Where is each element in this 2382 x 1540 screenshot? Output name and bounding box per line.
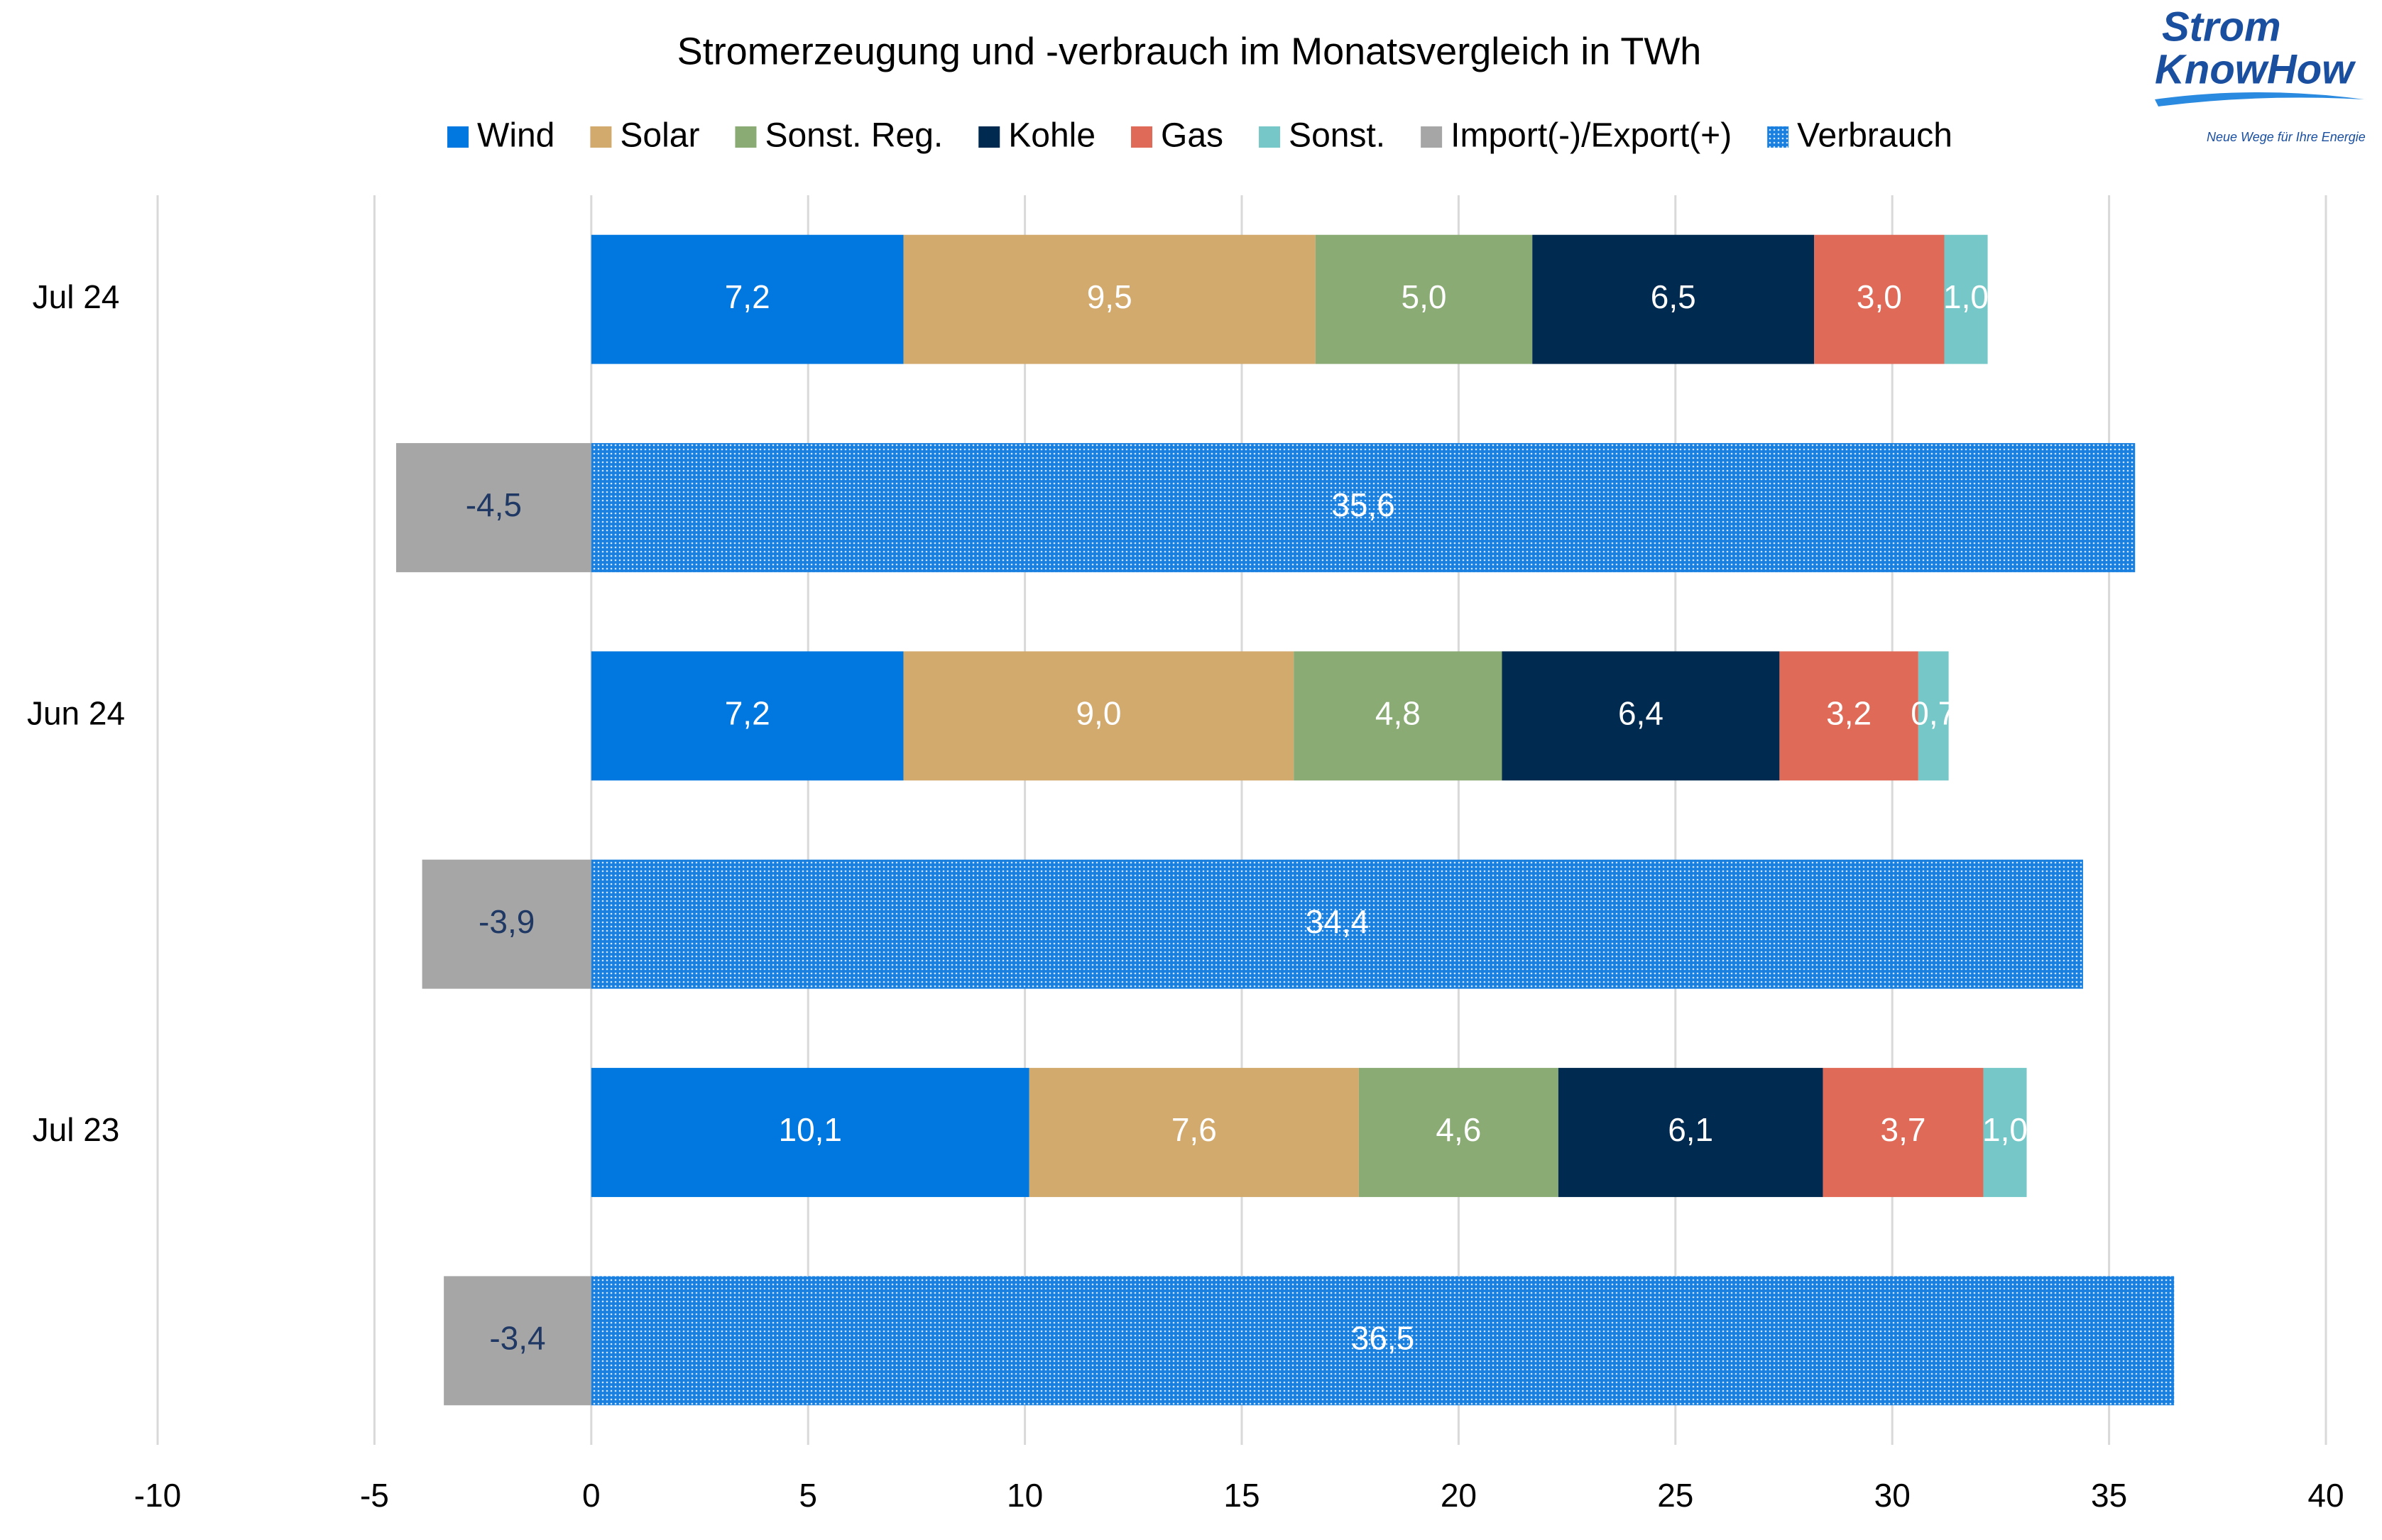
value-label: 6,4 <box>1618 694 1663 731</box>
value-label: 9,0 <box>1076 694 1121 731</box>
logo-tagline: Neue Wege für Ihre Energie <box>2207 130 2366 144</box>
bar-segment <box>1779 651 1918 781</box>
value-label: 4,6 <box>1436 1111 1481 1148</box>
legend-item: Wind <box>447 117 554 155</box>
value-label: 5,0 <box>1402 278 1447 315</box>
logo: Strom KnowHow Neue Wege für Ihre Energie <box>2155 4 2366 144</box>
logo-text: KnowHow <box>2155 46 2356 92</box>
bar-segment <box>591 443 2136 572</box>
bar-segment <box>903 651 1294 781</box>
bar-segment <box>591 1276 2175 1406</box>
bar-segment <box>1294 651 1502 781</box>
bar-segment <box>591 651 904 781</box>
value-label: 35,6 <box>1331 486 1395 523</box>
value-label: 0,7 <box>1911 694 1956 731</box>
legend-item: Verbrauch <box>1767 117 1952 155</box>
bar-segment <box>591 234 904 364</box>
value-label: 10,1 <box>778 1111 842 1148</box>
value-label: 1,0 <box>1982 1111 2028 1148</box>
x-tick-label: 30 <box>1874 1477 1911 1514</box>
bar-segment <box>1532 234 1815 364</box>
legend-label: Sonst. Reg. <box>765 117 943 155</box>
value-label: 6,1 <box>1668 1111 1713 1148</box>
legend-swatch <box>1767 126 1789 148</box>
x-tick-label: -5 <box>360 1477 389 1514</box>
legend-swatch <box>590 126 612 148</box>
chart-title: Stromerzeugung und -verbrauch im Monatsv… <box>677 30 1702 72</box>
legend-swatch <box>447 126 469 148</box>
legend-item: Solar <box>590 117 699 155</box>
legend-swatch <box>735 126 757 148</box>
legend-item: Gas <box>1131 117 1223 155</box>
legend-label: Verbrauch <box>1797 117 1952 155</box>
bar-segment <box>903 234 1316 364</box>
value-label: 4,8 <box>1375 694 1421 731</box>
grid: -10 -5 0 5 10 15 20 25 30 35 40 <box>134 195 2344 1514</box>
legend-swatch <box>1131 126 1153 148</box>
legend-label: Gas <box>1161 117 1223 155</box>
value-label: 1,0 <box>1943 278 1989 315</box>
bar-segment <box>591 1068 1029 1197</box>
value-label: 6,5 <box>1651 278 1696 315</box>
x-tick-label: 5 <box>799 1477 817 1514</box>
bar-segment <box>1358 1068 1558 1197</box>
bar-segment <box>422 859 591 989</box>
x-tick-label: -10 <box>134 1477 181 1514</box>
bar-segment <box>1814 234 1945 364</box>
bar-segment <box>1918 651 1949 781</box>
legend-item: Import(-)/Export(+) <box>1421 117 1732 155</box>
x-tick-label: 35 <box>2091 1477 2127 1514</box>
bar-segment <box>1558 1068 1823 1197</box>
bar-segment <box>395 443 591 572</box>
bars: Jul 24 7,2 9,5 5,0 6,5 3,0 1,0 -4,5 35,6 Jun 24 7,… <box>27 234 2175 1406</box>
value-label: 7,2 <box>725 278 770 315</box>
value-label: 3,0 <box>1857 278 1902 315</box>
legend-label: Kohle <box>1008 117 1096 155</box>
bar-segment <box>444 1276 591 1406</box>
value-label: 34,4 <box>1306 903 1370 940</box>
logo-text: Strom <box>2162 4 2281 50</box>
legend-item: Kohle <box>978 117 1096 155</box>
legend-item: Sonst. <box>1259 117 1385 155</box>
y-tick-label: Jul 24 <box>33 278 120 315</box>
legend-swatch <box>978 126 1000 148</box>
value-label: -4,5 <box>466 486 522 523</box>
legend-label: Solar <box>620 117 699 155</box>
x-tick-label: 15 <box>1223 1477 1260 1514</box>
legend-label: Sonst. <box>1289 117 1385 155</box>
y-tick-label: Jun 24 <box>27 694 125 731</box>
value-label: -3,4 <box>489 1319 545 1356</box>
y-tick-label: Jul 23 <box>33 1111 120 1148</box>
value-label: 9,5 <box>1087 278 1132 315</box>
value-label: 7,6 <box>1171 1111 1217 1148</box>
bar-segment <box>1502 651 1780 781</box>
bar-segment <box>1944 234 1988 364</box>
legend: Wind Solar Sonst. Reg. Kohle Gas Sonst. Import… <box>447 117 1952 155</box>
bar-segment <box>1315 234 1533 364</box>
legend-swatch <box>1259 126 1281 148</box>
value-label: 3,7 <box>1880 1111 1925 1148</box>
x-tick-label: 0 <box>582 1477 601 1514</box>
bar-segment <box>591 859 2083 989</box>
x-tick-label: 25 <box>1657 1477 1693 1514</box>
value-label: 36,5 <box>1351 1319 1415 1356</box>
bar-segment <box>1029 1068 1359 1197</box>
bar-segment <box>1823 1068 1984 1197</box>
legend-label: Wind <box>477 117 554 155</box>
x-tick-label: 40 <box>2307 1477 2344 1514</box>
x-tick-label: 10 <box>1007 1477 1043 1514</box>
legend-item: Sonst. Reg. <box>735 117 943 155</box>
value-label: 7,2 <box>725 694 770 731</box>
bar-segment <box>1983 1068 2027 1197</box>
value-label: -3,9 <box>479 903 535 940</box>
logo-swoosh <box>2155 92 2364 107</box>
legend-label: Import(-)/Export(+) <box>1450 117 1732 155</box>
value-label: 3,2 <box>1826 694 1872 731</box>
x-tick-label: 20 <box>1441 1477 1477 1514</box>
legend-swatch <box>1421 126 1443 148</box>
